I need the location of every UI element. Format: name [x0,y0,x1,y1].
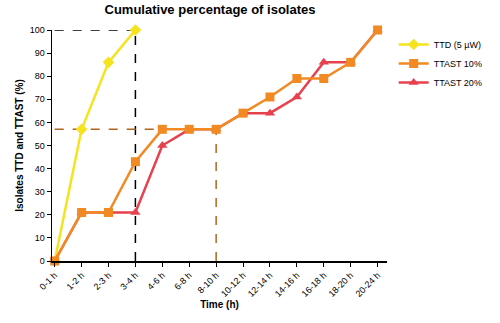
svg-text:12-14 h: 12-14 h [246,270,275,299]
svg-text:20-24 h: 20-24 h [354,270,383,299]
svg-text:2-3 h: 2-3 h [92,270,114,292]
svg-text:70: 70 [35,94,45,104]
svg-text:60: 60 [35,118,45,128]
svg-text:40: 40 [35,164,45,174]
svg-text:18-20 h: 18-20 h [327,270,356,299]
svg-text:Time (h): Time (h) [200,299,239,310]
svg-text:TTD (5 µW): TTD (5 µW) [434,40,481,50]
svg-text:50: 50 [35,141,45,151]
svg-text:TTAST 20%: TTAST 20% [434,78,482,88]
svg-text:8-10 h: 8-10 h [196,270,221,295]
svg-text:30: 30 [35,187,45,197]
svg-text:10-12 h: 10-12 h [219,270,248,299]
svg-text:Cumulative percentage of isola: Cumulative percentage of isolates [105,2,316,17]
svg-text:0: 0 [40,256,45,266]
svg-text:10: 10 [35,233,45,243]
svg-text:0-1 h: 0-1 h [38,270,60,292]
svg-text:4-6 h: 4-6 h [145,270,167,292]
svg-text:6-8 h: 6-8 h [172,270,194,292]
svg-text:Isolates TTD and TTAST (%): Isolates TTD and TTAST (%) [14,79,25,212]
svg-text:1-2 h: 1-2 h [65,270,87,292]
svg-text:20: 20 [35,210,45,220]
svg-text:TTAST 10%: TTAST 10% [434,59,482,69]
svg-text:3-4 h: 3-4 h [118,270,140,292]
svg-text:90: 90 [35,48,45,58]
svg-text:14-16 h: 14-16 h [273,270,302,299]
svg-text:80: 80 [35,71,45,81]
svg-text:16-18 h: 16-18 h [300,270,329,299]
svg-text:100: 100 [30,25,45,35]
